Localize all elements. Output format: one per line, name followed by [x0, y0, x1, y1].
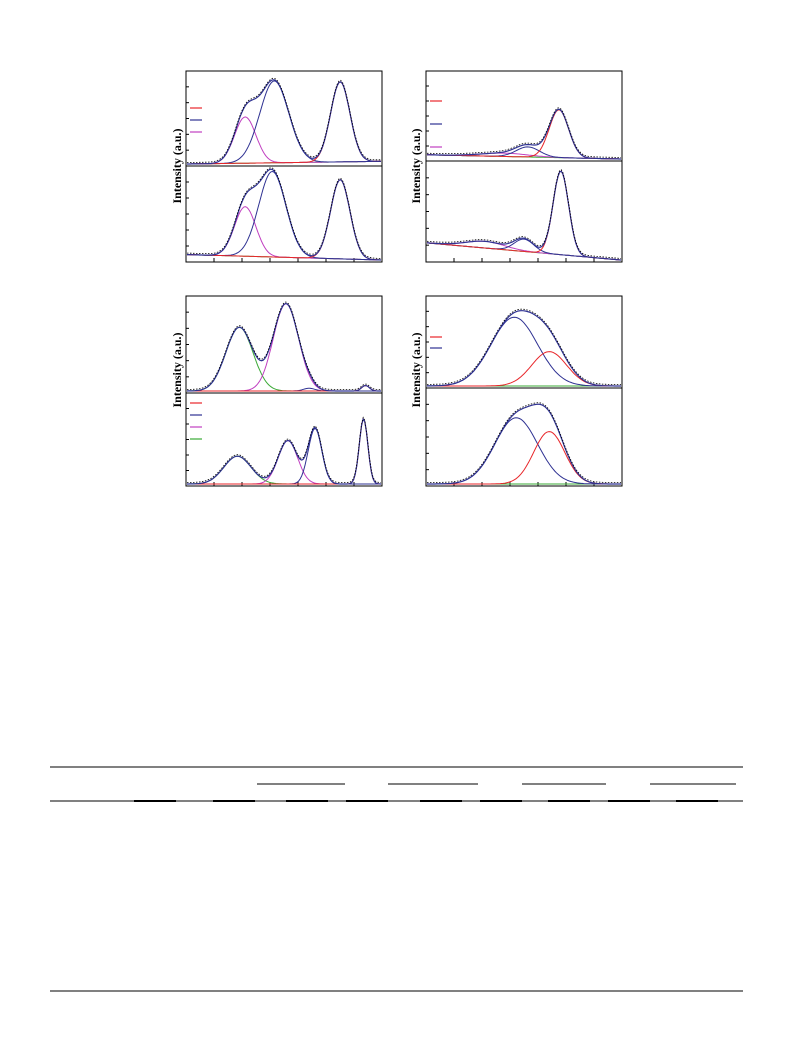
component-peak-curve	[187, 385, 381, 392]
component-peak-curve	[187, 455, 381, 485]
component-peak-curve	[187, 170, 381, 261]
component-peak-curve	[427, 109, 621, 160]
panel-b-ylabel: Intensity (a.u.)	[409, 128, 423, 203]
experimental-curve	[186, 301, 381, 390]
panel-d: Intensity (a.u.)	[409, 295, 623, 487]
panel-c-ylabel: Intensity (a.u.)	[170, 332, 184, 407]
panel-a-ylabel: Intensity (a.u.)	[170, 128, 184, 203]
envelope-fit-curve	[426, 170, 622, 261]
component-peak-curve	[426, 170, 622, 261]
component-peak-curve	[187, 206, 381, 261]
experimental-curve	[187, 77, 381, 163]
panel-b-frame	[425, 70, 623, 263]
envelope-fit-curve	[187, 79, 381, 165]
experimental-curve	[427, 107, 621, 158]
panel-a: Intensity (a.u.)	[170, 70, 383, 263]
envelope-fit-curve	[427, 403, 621, 485]
panel-d-frame	[425, 295, 623, 487]
component-peak-curve	[427, 351, 621, 387]
panel-c: Intensity (a.u.)	[170, 295, 383, 487]
panel-c-frame	[185, 295, 383, 487]
experimental-curve	[187, 167, 382, 259]
envelope-fit-curve	[187, 168, 382, 261]
component-peak-curve	[427, 417, 621, 485]
experimental-curve	[426, 169, 622, 259]
figure-peak-fits: Intensity (a.u.) Intensity (a.u.) Intens…	[170, 70, 623, 487]
envelope-fit-curve	[187, 417, 382, 485]
component-peak-curve	[427, 431, 621, 485]
envelope-fit-curve	[427, 310, 621, 387]
envelope-fit-curve	[186, 302, 381, 392]
component-peak-curve	[187, 440, 381, 485]
experimental-curve	[187, 416, 382, 483]
panel-d-ylabel: Intensity (a.u.)	[409, 332, 423, 407]
experimental-curve	[427, 308, 621, 385]
component-peak-curve	[427, 316, 621, 387]
panel-b: Intensity (a.u.)	[409, 70, 623, 263]
envelope-fit-curve	[427, 108, 621, 160]
component-peak-curve	[187, 303, 381, 392]
component-peak-curve	[186, 326, 381, 392]
